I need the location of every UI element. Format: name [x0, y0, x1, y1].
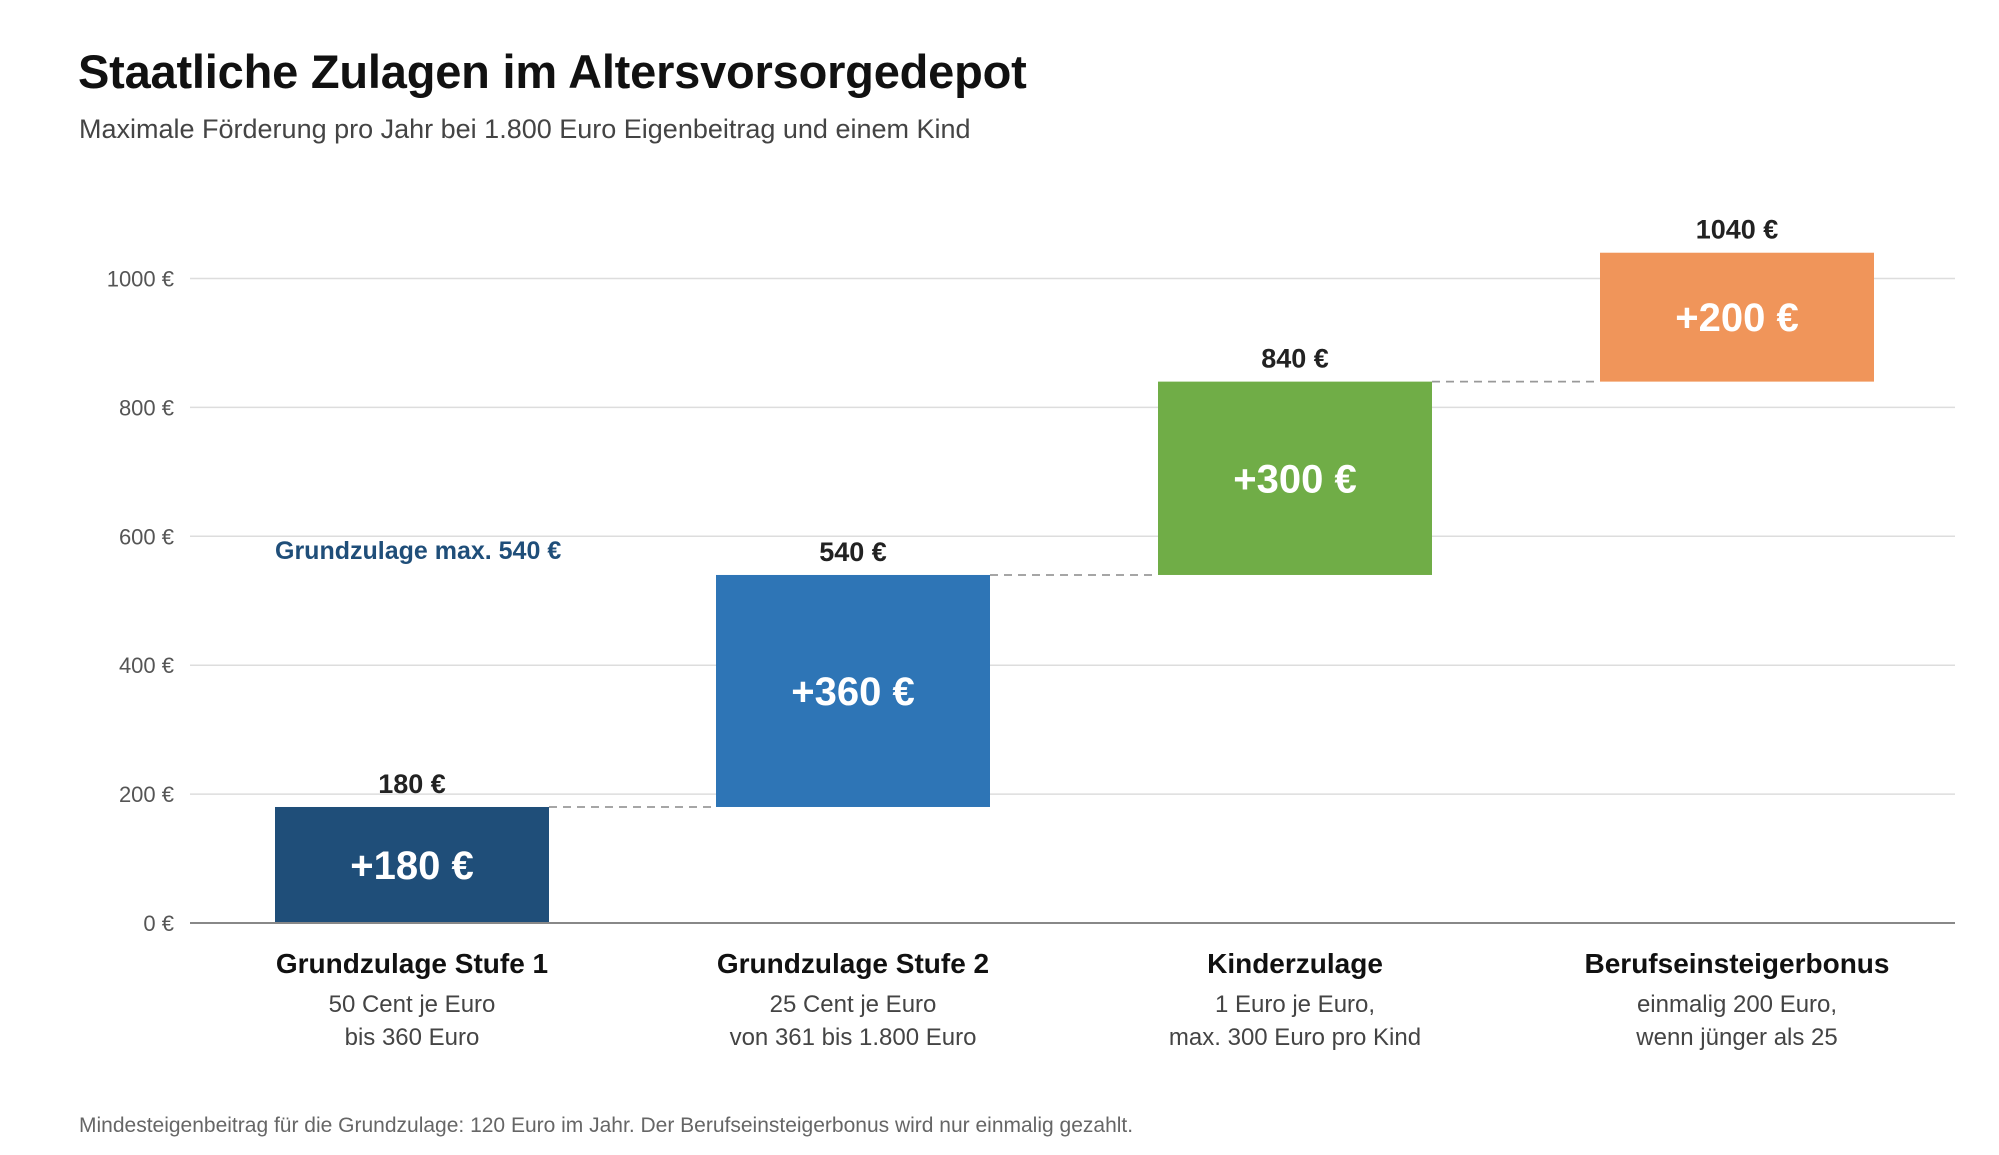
y-tick-label: 1000 €: [107, 267, 174, 292]
bar-total-label: 1040 €: [1696, 215, 1779, 245]
chart-subtitle: Maximale Förderung pro Jahr bei 1.800 Eu…: [79, 114, 971, 144]
bar-total-label: 540 €: [819, 537, 887, 567]
bar-total-label: 180 €: [378, 769, 446, 799]
category-description: 50 Cent je Euro: [329, 991, 496, 1018]
footnote: Mindesteigenbeitrag für die Grundzulage:…: [79, 1114, 1134, 1137]
y-tick-label: 200 €: [119, 782, 174, 807]
bar: [275, 806, 549, 923]
chart-title: Staatliche Zulagen im Altersvorsorgedepo…: [78, 45, 1027, 98]
category-description: max. 300 Euro pro Kind: [1169, 1024, 1421, 1051]
category-description: 1 Euro je Euro,: [1215, 991, 1375, 1018]
annotation-grundzulage-max: Grundzulage max. 540 €: [275, 537, 561, 565]
y-tick-label: 800 €: [119, 395, 174, 420]
category-description: 25 Cent je Euro: [770, 991, 937, 1018]
bar-value-label: +180 €: [350, 844, 473, 888]
y-tick-label: 600 €: [119, 524, 174, 549]
category-description: von 361 bis 1.800 Euro: [730, 1024, 977, 1051]
category-description: einmalig 200 Euro,: [1637, 991, 1837, 1018]
category-label: Kinderzulage: [1207, 948, 1383, 979]
y-tick-label: 0 €: [143, 911, 174, 936]
category-description: bis 360 Euro: [345, 1024, 480, 1051]
bar: [1600, 252, 1874, 382]
bar-total-label: 840 €: [1261, 344, 1329, 374]
category-label: Berufseinsteigerbonus: [1585, 948, 1890, 979]
bar-value-label: +360 €: [791, 670, 914, 714]
category-label: Grundzulage Stufe 2: [717, 948, 989, 979]
y-tick-label: 400 €: [119, 653, 174, 678]
bar-value-label: +300 €: [1233, 457, 1356, 501]
category-description: wenn jünger als 25: [1635, 1024, 1837, 1051]
bar-value-label: +200 €: [1675, 296, 1798, 340]
category-label: Grundzulage Stufe 1: [276, 948, 548, 979]
bar: [716, 574, 990, 807]
bar: [1158, 381, 1432, 575]
